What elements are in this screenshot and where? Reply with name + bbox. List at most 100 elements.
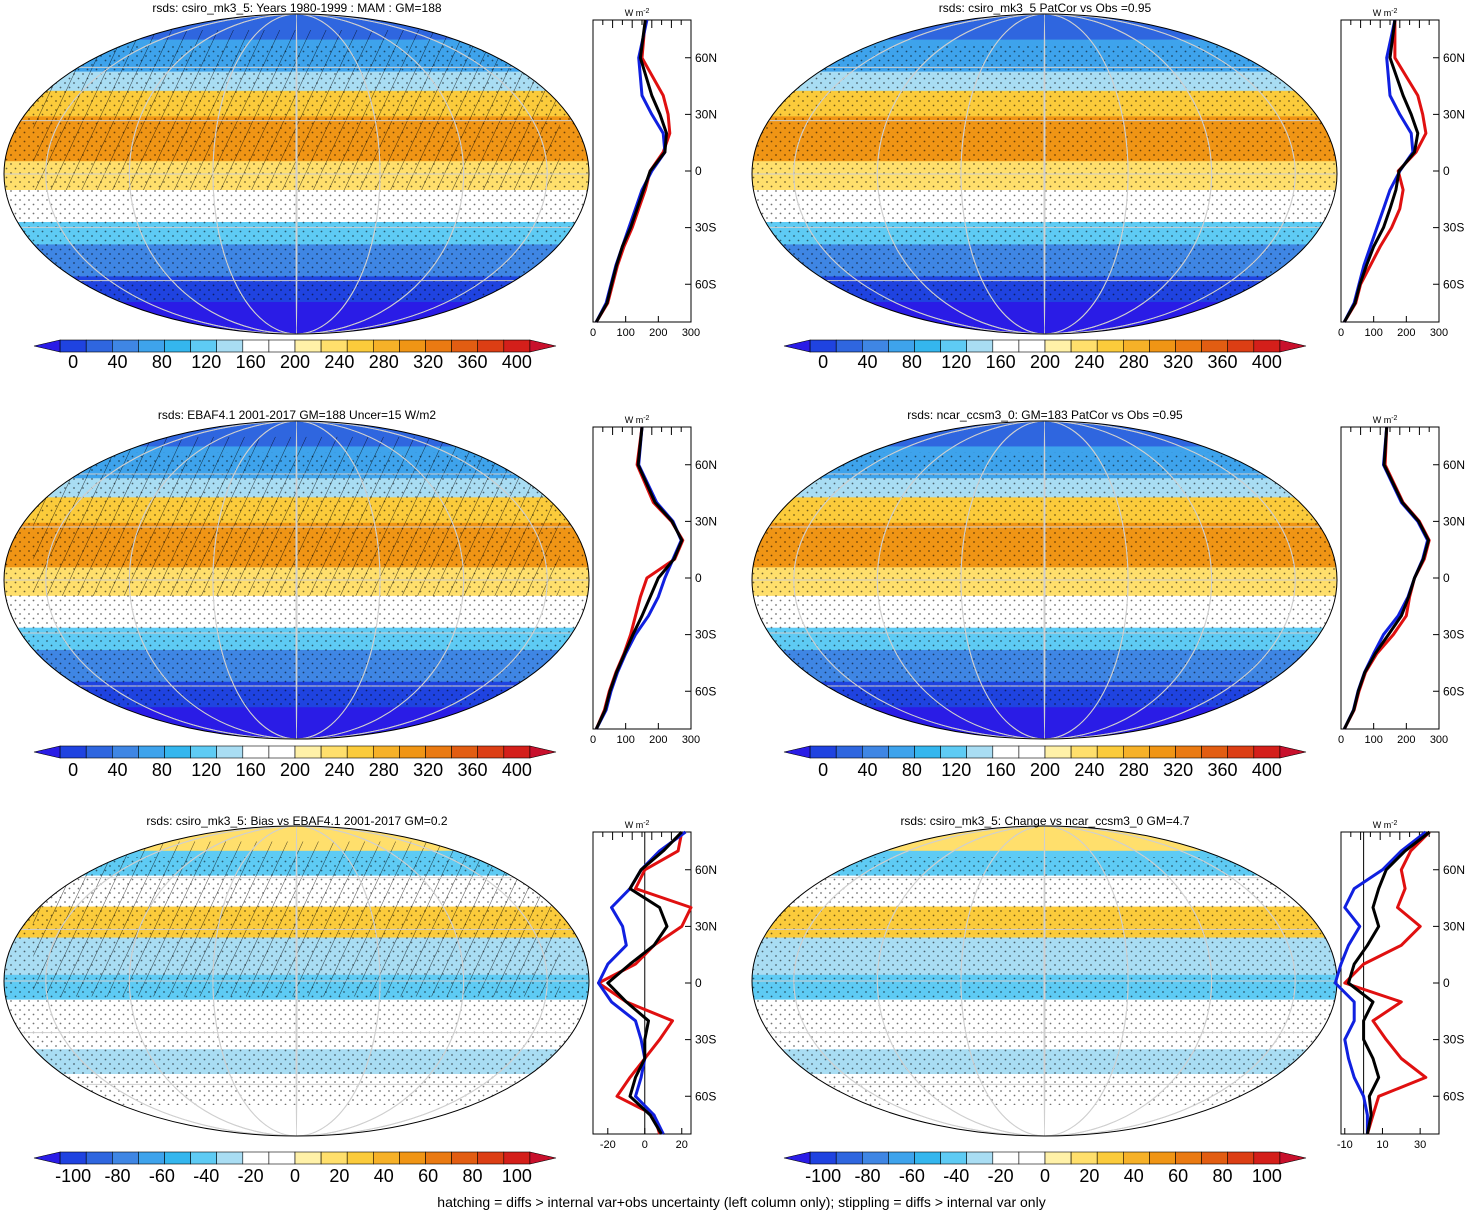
colorbar-swatch <box>1201 745 1228 759</box>
colorbar-swatch <box>268 745 296 759</box>
colorbar-swatch <box>1227 339 1255 353</box>
zonal-x-tick-label: 20 <box>676 1139 688 1151</box>
colorbar-swatch <box>59 339 87 353</box>
graticule-meridian <box>45 421 548 739</box>
colorbar-swatch <box>216 1151 244 1165</box>
zonal-y-tick-label: 30S <box>695 628 716 642</box>
colorbar-end <box>529 1151 557 1165</box>
map-panel-1 <box>3 13 590 335</box>
zonal-series-model <box>1343 830 1431 1135</box>
colorbar-tick-label: 120 <box>941 352 971 372</box>
colorbar-swatch <box>809 745 837 759</box>
map-outline <box>751 420 1338 740</box>
zonal-y-tick-label: 0 <box>695 976 702 990</box>
zonal-y-tick-label: 60N <box>1443 458 1465 472</box>
zonal-x-tick-label: 100 <box>616 734 634 746</box>
colorbar-tick-label: 80 <box>902 352 922 372</box>
zonal-y-tick-label: 30S <box>1443 1033 1464 1047</box>
zonal-unit-exponent: -2 <box>1391 415 1397 422</box>
colorbar-tick-label: 320 <box>1163 352 1193 372</box>
colorbar-tick-label: 160 <box>236 760 266 780</box>
colorbar-swatch <box>451 1151 479 1165</box>
zonal-series-obs <box>594 19 667 323</box>
colorbar-swatch <box>138 745 165 759</box>
colorbar-tick-label: 240 <box>324 352 354 372</box>
map-panel-6 <box>751 825 1338 1137</box>
colorbar-swatch <box>164 339 191 353</box>
colorbar: 0 40 80 120 160 200 240 280 320 360 400 <box>33 745 557 780</box>
zonal-unit-exponent: -2 <box>1391 820 1397 827</box>
zonal-x-tick-label: -20 <box>600 1139 616 1151</box>
colorbar-swatch <box>242 745 270 759</box>
colorbar-swatch <box>1018 339 1046 353</box>
colorbar-swatch <box>346 745 374 759</box>
colorbar: 0 40 80 120 160 200 240 280 320 360 400 <box>33 339 557 372</box>
colorbar-tick-label: 120 <box>941 760 971 780</box>
colorbar-tick-label: -20 <box>238 1166 264 1186</box>
zonal-series-mean <box>1342 426 1430 730</box>
graticule-meridian <box>45 14 548 334</box>
zonal-y-tick-label: 60N <box>1443 863 1465 877</box>
zonal-series-mean <box>606 830 683 1135</box>
zonal-x-tick-label: 10 <box>1376 1139 1388 1151</box>
zonal-x-tick-label: 0 <box>590 734 596 746</box>
colorbar-end <box>783 339 811 353</box>
colorbar-swatch <box>451 339 479 353</box>
colorbar-swatch <box>888 745 915 759</box>
colorbar-end <box>783 1151 811 1165</box>
colorbar-swatch <box>425 339 452 353</box>
zonal-x-tick-label: -10 <box>1337 1139 1353 1151</box>
colorbar-swatch <box>268 339 296 353</box>
colorbar-swatch <box>835 339 863 353</box>
colorbar-swatch <box>1149 1151 1176 1165</box>
colorbar-tick-label: 200 <box>1030 352 1060 372</box>
zonal-mean-plot: W m-2 0 100 200 300 60N 30N 0 30S 60S <box>1338 8 1465 339</box>
zonal-y-tick-label: 60S <box>695 277 716 291</box>
colorbar-swatch <box>190 745 218 759</box>
colorbar-swatch <box>372 339 400 353</box>
colorbar-tick-label: 40 <box>108 352 128 372</box>
colorbar-tick-label: 80 <box>902 760 922 780</box>
colorbar-end <box>529 339 557 353</box>
colorbar-swatch <box>138 339 165 353</box>
zonal-y-tick-label: 30N <box>1443 107 1465 121</box>
colorbar-swatch <box>216 339 244 353</box>
colorbar-tick-label: 40 <box>858 760 878 780</box>
colorbar-tick-label: 60 <box>1168 1166 1188 1186</box>
colorbar-tick-label: 120 <box>191 352 221 372</box>
colorbar-tick-label: 320 <box>413 760 443 780</box>
colorbar-tick-label: 240 <box>1074 760 1104 780</box>
zonal-y-tick-label: 60N <box>695 51 717 65</box>
colorbar-swatch <box>477 339 505 353</box>
colorbar-tick-label: 0 <box>290 1166 300 1186</box>
zonal-x-tick-label: 200 <box>649 327 667 339</box>
colorbar-swatch <box>59 745 87 759</box>
colorbar-swatch <box>1149 339 1176 353</box>
map-field <box>752 14 1337 334</box>
colorbar-swatch <box>1044 745 1072 759</box>
graticule-meridian <box>793 826 1296 1136</box>
colorbar-tick-label: -40 <box>193 1166 219 1186</box>
zonal-mean-plot: W m-2 0 100 200 300 60N 30N 0 30S 60S <box>1338 415 1465 746</box>
colorbar-swatch <box>1096 1151 1124 1165</box>
zonal-y-tick-label: 30S <box>695 1033 716 1047</box>
colorbar-tick-label: 240 <box>1074 352 1104 372</box>
colorbar-swatch <box>320 1151 348 1165</box>
colorbar-swatch <box>1070 1151 1098 1165</box>
colorbar-tick-label: 360 <box>457 760 487 780</box>
colorbar-swatch <box>320 745 348 759</box>
colorbar-swatch <box>190 1151 218 1165</box>
colorbar-swatch <box>503 1151 531 1165</box>
zonal-series-mean <box>594 19 668 323</box>
zonal-series-mean <box>1342 19 1420 323</box>
colorbar-end <box>783 745 811 759</box>
colorbar-end <box>529 745 557 759</box>
colorbar-tick-label: 80 <box>1212 1166 1232 1186</box>
map-field <box>752 826 1337 1136</box>
zonal-y-tick-label: 30N <box>1443 514 1465 528</box>
colorbar-tick-label: 160 <box>986 760 1016 780</box>
colorbar-swatch <box>85 339 113 353</box>
colorbar-tick-label: 360 <box>1207 760 1237 780</box>
zonal-y-tick-label: 60S <box>695 684 716 698</box>
colorbar-tick-label: -60 <box>149 1166 175 1186</box>
